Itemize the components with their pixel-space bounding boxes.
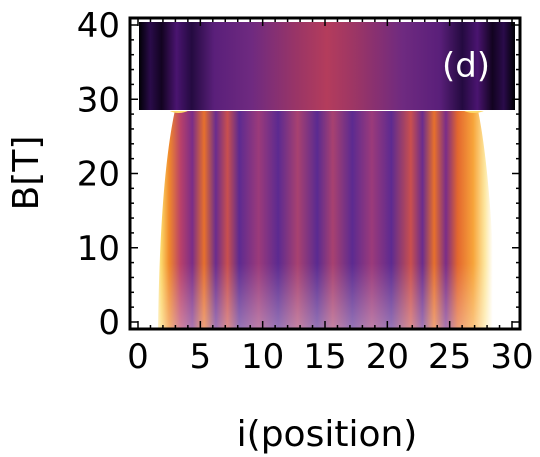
- y-tick-label: 20: [77, 155, 120, 195]
- y-tick-label: 10: [77, 229, 120, 269]
- heatmap-image: [130, 22, 520, 329]
- y-axis-title: B[T]: [6, 136, 47, 211]
- x-axis-title: i(position): [237, 414, 418, 455]
- x-tick-label: 0: [127, 337, 149, 377]
- x-tick-label: 10: [241, 337, 284, 377]
- x-tick-label: 25: [428, 337, 471, 377]
- x-tick-label: 15: [303, 337, 346, 377]
- top-band: [139, 22, 515, 110]
- y-tick-label: 0: [98, 303, 120, 343]
- x-tick-label: 30: [490, 337, 533, 377]
- x-tick-label: 20: [366, 337, 409, 377]
- x-tick-labels: 0 5 10 15 20 25 30: [127, 337, 533, 377]
- y-tick-label: 40: [77, 6, 120, 46]
- y-tick-label: 30: [77, 80, 120, 120]
- y-tick-labels: 0 10 20 30 40: [77, 6, 120, 343]
- panel-label: (d): [442, 46, 490, 86]
- tick-marks: [130, 18, 520, 329]
- x-tick-label: 5: [190, 337, 212, 377]
